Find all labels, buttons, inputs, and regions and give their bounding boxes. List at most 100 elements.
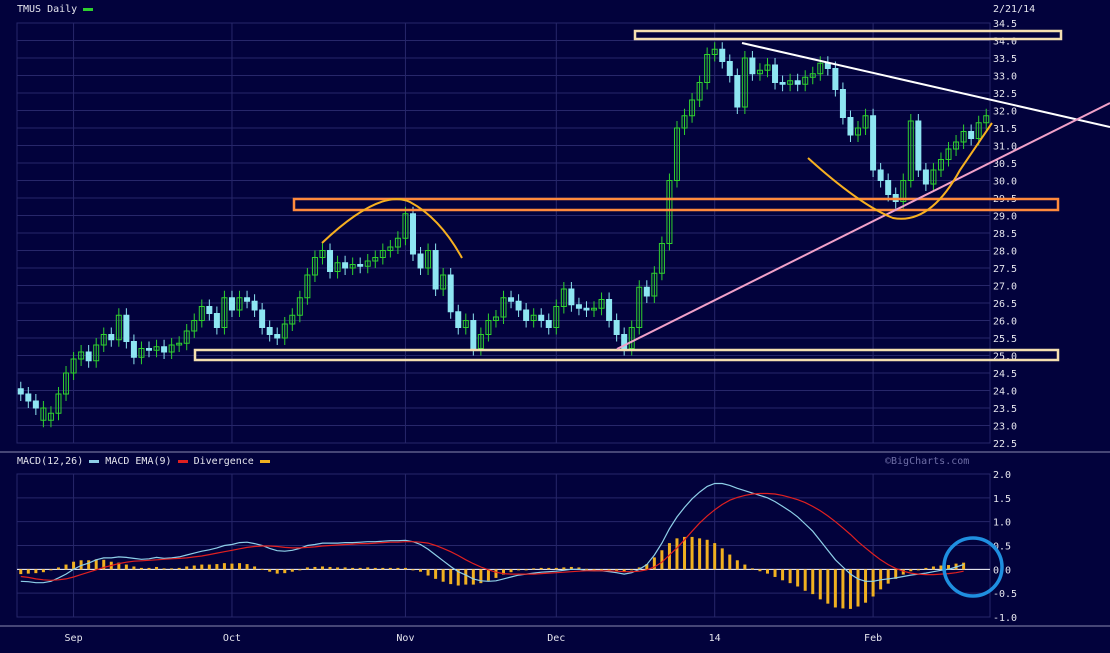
candle-body [568,288,575,306]
divergence-bar [238,563,242,570]
support-box-middle [292,197,1060,212]
candle-body [387,246,394,251]
divergence-bar [139,567,143,570]
divergence-bar [758,569,762,572]
candle-body [794,80,801,85]
divergence-bar [366,567,370,570]
candle-body [228,297,235,311]
price-tick-label: 25.0 [993,352,1017,363]
candle-body [870,115,877,171]
divergence-bar [569,566,573,570]
candle-body [244,297,251,302]
candle-body [432,250,439,290]
price-tick-label: 29.0 [993,212,1017,223]
candle-body [447,274,454,313]
divergence-bar [562,567,566,570]
divergence-bar [313,566,317,570]
divergence-bar [841,569,845,609]
divergence-bar [253,566,257,570]
price-tick-label: 28.0 [993,247,1017,258]
candle-body [704,54,711,83]
divergence-bar [79,560,83,570]
divergence-bar [894,569,898,579]
candle-body [85,351,92,362]
candle-body [591,307,598,311]
candle-body [161,346,168,353]
divergence-bar [826,569,830,604]
candle-body [877,169,884,181]
x-tick-label: Oct [223,633,241,644]
divergence-bar [456,569,460,586]
divergence-bar [547,567,551,570]
candle-body [402,213,409,239]
divergence-bar [864,569,868,603]
candle-body [809,73,816,78]
divergence-bar [750,568,754,570]
divergence-bar [532,568,536,570]
divergence-bar [607,569,611,571]
candle-body [598,299,605,309]
candle-body [960,131,967,143]
divergence-bar [871,569,875,597]
candle-body [274,334,281,339]
ema-swatch [177,459,188,463]
divergence-bar [215,564,219,570]
candle-body [78,351,85,360]
candle-body [560,288,567,307]
candle-body [862,115,869,129]
divergence-bar [924,567,928,570]
candle-body [266,327,273,335]
watermark: ©BigCharts.com [885,456,970,467]
candle-body [839,89,846,118]
divergence-bar [207,564,211,570]
divergence-bar [637,567,641,570]
divergence-bar [411,569,415,571]
candle-body [319,250,326,258]
candle-body [153,346,160,351]
candle-body [40,407,47,421]
divergence-bar [622,569,626,572]
candle-body [500,297,507,318]
price-tick-label: 33.0 [993,72,1017,83]
divergence-bar [19,569,23,575]
candle-body [115,314,122,341]
divergence-bar [56,567,60,570]
candle-body [937,159,944,171]
divergence-bar [916,569,920,571]
candle-body [930,169,937,185]
candle-body [673,127,680,181]
candle-body [191,320,198,332]
divergence-bar [833,569,837,608]
candle-body [477,334,484,349]
candle-body [628,327,635,349]
candle-body [545,320,552,328]
cup-curve-annotation [807,122,993,220]
divergence-bar [351,567,355,570]
divergence-bar [683,536,687,570]
divergence-bar [117,562,121,570]
price-tick-label: 26.0 [993,317,1017,328]
divergence-bar [811,569,815,595]
macd-line [20,482,964,584]
candle-body [168,344,175,353]
candle-body [183,330,190,344]
candle-body [817,62,824,75]
divergence-bar [373,567,377,570]
price-tick-label: 23.5 [993,404,1017,415]
candle-body [304,274,311,299]
candle-body [334,262,341,272]
divergence-bar [449,569,453,585]
candle-body [508,297,515,302]
divergence-bar [305,567,309,570]
divergence-bar [886,569,890,584]
candle-body [553,306,560,328]
candle-body [900,180,907,202]
price-tick-label: 22.5 [993,439,1017,450]
descending-trendline [741,42,1110,128]
divergence-bar [396,567,400,570]
x-tick-label: Dec [547,633,565,644]
macd-tick-label: -1.0 [993,613,1017,624]
candle-body [462,320,469,328]
divergence-bar [200,564,204,570]
